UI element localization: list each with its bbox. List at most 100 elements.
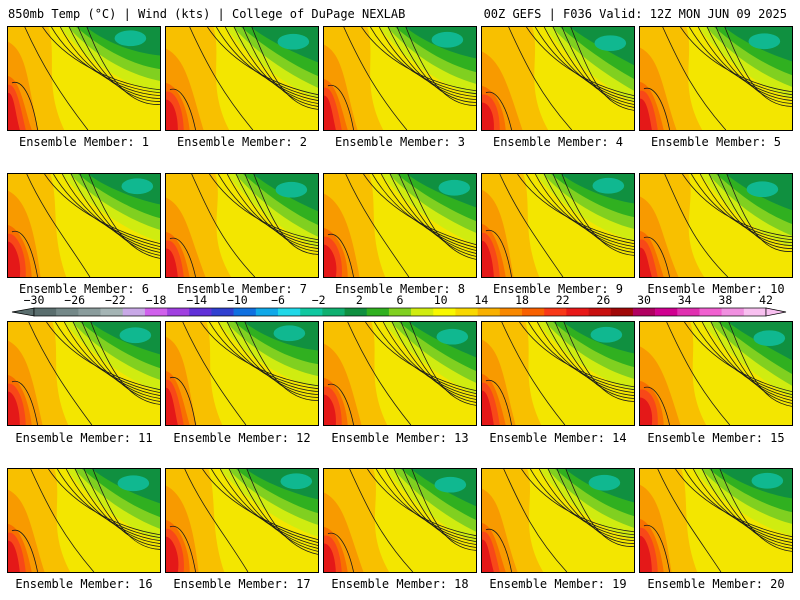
- colorbar-swatch: [610, 308, 634, 316]
- temperature-field-map: [166, 27, 318, 130]
- ensemble-member-label: Ensemble Member: 3: [334, 135, 466, 149]
- ensemble-member-label: Ensemble Member: 16: [15, 577, 153, 591]
- map-title: 850mb Temp (°C) | Wind (kts) | College o…: [8, 7, 406, 21]
- temperature-field-map: [640, 27, 792, 130]
- colorbar-tick-label: 34: [678, 293, 692, 307]
- ensemble-map-panel: [323, 468, 477, 573]
- colorbar-swatch: [144, 308, 168, 316]
- ensemble-map-panel: [165, 173, 319, 278]
- ensemble-member-label: Ensemble Member: 5: [650, 135, 782, 149]
- ensemble-map-panel: [7, 321, 161, 426]
- temperature-field-map: [640, 322, 792, 425]
- colorbar-low-arrow: [11, 307, 35, 317]
- temperature-field-map: [8, 322, 160, 425]
- colorbar-tick-label: 6: [397, 293, 404, 307]
- temperature-colorbar: −30 −26 −22 −18 −14 −10 −6 −2 2 6 10 14 18 22 26 30 34 38…: [11, 293, 787, 317]
- colorbar-swatch: [566, 308, 589, 316]
- ensemble-map-panel: [481, 173, 635, 278]
- colorbar-swatch: [544, 308, 567, 316]
- colorbar-swatch: [477, 308, 501, 316]
- temperature-field-map: [8, 174, 160, 277]
- colorbar-swatch: [632, 308, 656, 316]
- temperature-field-map: [482, 469, 634, 572]
- colorbar-swatch: [167, 308, 190, 316]
- ensemble-map-panel: [481, 26, 635, 131]
- colorbar-tick-label: −26: [64, 293, 85, 307]
- colorbar-swatch: [388, 308, 412, 316]
- colorbar-tick-label: 14: [474, 293, 488, 307]
- ensemble-member-label: Ensemble Member: 18: [331, 577, 469, 591]
- colorbar-swatch: [278, 308, 301, 316]
- ensemble-member-label: Ensemble Member: 13: [331, 431, 469, 445]
- colorbar-swatch: [411, 308, 434, 316]
- temperature-field-map: [166, 322, 318, 425]
- colorbar-swatch: [255, 308, 279, 316]
- colorbar-swatch: [300, 308, 323, 316]
- temperature-field-map: [640, 469, 792, 572]
- colorbar-tick-label: −18: [146, 293, 167, 307]
- ensemble-member-label: Ensemble Member: 2: [176, 135, 308, 149]
- ensemble-map-panel: [7, 26, 161, 131]
- colorbar-tick-label: 18: [515, 293, 529, 307]
- temperature-field-map: [8, 27, 160, 130]
- colorbar-swatch: [721, 308, 745, 316]
- ensemble-member-label: Ensemble Member: 9: [492, 282, 624, 296]
- temperature-field-map: [8, 469, 160, 572]
- colorbar-swatch: [522, 308, 545, 316]
- ensemble-member-label: Ensemble Member: 12: [173, 431, 311, 445]
- colorbar-swatch: [56, 308, 79, 316]
- ensemble-map-panel: [639, 173, 793, 278]
- ensemble-member-label: Ensemble Member: 6: [18, 282, 150, 296]
- ensemble-map-panel: [639, 468, 793, 573]
- temperature-field-map: [166, 469, 318, 572]
- temperature-field-map: [640, 174, 792, 277]
- temperature-field-map: [324, 469, 476, 572]
- colorbar-swatch: [366, 308, 390, 316]
- colorbar-tick-label: −6: [271, 293, 285, 307]
- ensemble-map-panel: [639, 321, 793, 426]
- temperature-field-map: [482, 174, 634, 277]
- ensemble-member-label: Ensemble Member: 17: [173, 577, 311, 591]
- colorbar-tick-label: 22: [556, 293, 570, 307]
- ensemble-member-label: Ensemble Member: 20: [647, 577, 785, 591]
- colorbar-swatch: [699, 308, 722, 316]
- ensemble-map-panel: [323, 26, 477, 131]
- colorbar-tick-label: 38: [718, 293, 732, 307]
- colorbar-swatch: [655, 308, 678, 316]
- colorbar-tick-label: 42: [759, 293, 773, 307]
- colorbar-swatch: [433, 308, 456, 316]
- colorbar-swatch: [677, 308, 700, 316]
- ensemble-map-panel: [7, 173, 161, 278]
- colorbar-swatch: [455, 308, 478, 316]
- ensemble-map-panel: [165, 321, 319, 426]
- colorbar-swatch: [344, 308, 368, 316]
- ensemble-member-label: Ensemble Member: 15: [647, 431, 785, 445]
- ensemble-member-label: Ensemble Member: 1: [18, 135, 150, 149]
- temperature-field-map: [482, 27, 634, 130]
- temperature-field-map: [324, 27, 476, 130]
- colorbar-swatch: [189, 308, 212, 316]
- run-valid-time: 00Z GEFS | F036 Valid: 12Z MON JUN 09 20…: [483, 7, 787, 21]
- ensemble-member-label: Ensemble Member: 14: [489, 431, 627, 445]
- colorbar-tick-label: −2: [312, 293, 326, 307]
- ensemble-map-panel: [165, 468, 319, 573]
- temperature-field-map: [324, 174, 476, 277]
- colorbar-swatch: [122, 308, 146, 316]
- temperature-field-map: [166, 174, 318, 277]
- colorbar-tick-label: 26: [596, 293, 610, 307]
- colorbar-swatch: [499, 308, 523, 316]
- colorbar-tick-label: 2: [356, 293, 363, 307]
- ensemble-map-panel: [323, 173, 477, 278]
- ensemble-member-label: Ensemble Member: 8: [334, 282, 466, 296]
- colorbar-tick-label: −14: [186, 293, 207, 307]
- ensemble-member-label: Ensemble Member: 4: [492, 135, 624, 149]
- colorbar-tick-label: 10: [434, 293, 448, 307]
- ensemble-map-panel: [639, 26, 793, 131]
- colorbar-high-arrow: [765, 307, 787, 317]
- ensemble-member-label: Ensemble Member: 10: [647, 282, 785, 296]
- colorbar-tick-label: −10: [227, 293, 248, 307]
- colorbar-tick-label: 30: [637, 293, 651, 307]
- ensemble-member-label: Ensemble Member: 19: [489, 577, 627, 591]
- colorbar-swatch: [322, 308, 345, 316]
- colorbar-swatch: [100, 308, 124, 316]
